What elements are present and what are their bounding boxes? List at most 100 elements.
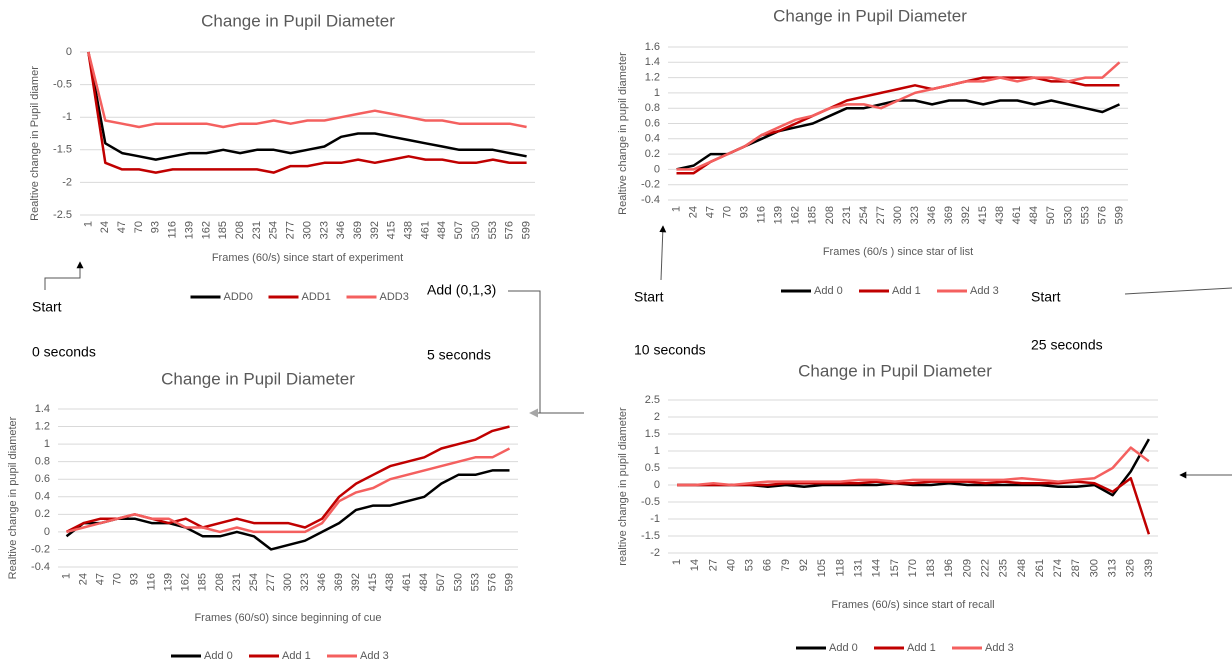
legend-label: Add 0 bbox=[814, 285, 843, 297]
x-tick-label: 261 bbox=[1034, 559, 1046, 577]
legend-label: Add 1 bbox=[907, 642, 936, 654]
x-tick-label: 323 bbox=[909, 206, 921, 224]
x-tick-label: 576 bbox=[1096, 206, 1108, 224]
x-tick-label: 139 bbox=[773, 206, 785, 224]
x-tick-label: 162 bbox=[200, 221, 212, 239]
y-axis-label: Realtive change in Pupil diamer bbox=[29, 66, 41, 221]
x-tick-label: 553 bbox=[1079, 206, 1091, 224]
x-tick-label: 392 bbox=[960, 206, 972, 224]
x-tick-label: 461 bbox=[1011, 206, 1023, 224]
y-tick-label: -2.5 bbox=[53, 209, 72, 221]
series-line bbox=[87, 51, 527, 174]
x-tick-label: 346 bbox=[335, 221, 347, 239]
x-tick-label: 461 bbox=[401, 573, 413, 591]
x-axis-label: Frames (60/s) since start of recall bbox=[831, 599, 994, 611]
x-tick-label: 576 bbox=[504, 221, 516, 239]
x-tick-label: 93 bbox=[129, 573, 141, 585]
series-line bbox=[87, 51, 527, 161]
x-tick-label: 47 bbox=[94, 573, 106, 585]
x-tick-label: 599 bbox=[520, 221, 532, 239]
x-tick-label: 392 bbox=[369, 221, 381, 239]
x-tick-label: 222 bbox=[979, 559, 991, 577]
y-tick-label: -0.4 bbox=[641, 194, 660, 206]
x-tick-label: 313 bbox=[1107, 559, 1119, 577]
x-tick-label: 323 bbox=[299, 573, 311, 591]
x-tick-label: 209 bbox=[961, 559, 973, 577]
y-tick-label: -2 bbox=[650, 547, 660, 559]
x-tick-label: 461 bbox=[419, 221, 431, 239]
y-tick-label: -0.2 bbox=[641, 179, 660, 191]
series-line bbox=[677, 446, 1150, 487]
chart-title: Change in Pupil Diameter bbox=[161, 369, 355, 388]
x-tick-label: 139 bbox=[163, 573, 175, 591]
legend-label: Add 3 bbox=[985, 642, 1014, 654]
y-tick-label: 0.5 bbox=[645, 462, 660, 474]
legend-label: Add 3 bbox=[970, 285, 999, 297]
y-tick-label: 0.4 bbox=[645, 133, 660, 145]
series-line bbox=[66, 447, 511, 534]
x-tick-label: 576 bbox=[486, 573, 498, 591]
connector bbox=[1124, 287, 1232, 295]
annotation: 0 seconds bbox=[32, 344, 96, 360]
x-tick-label: 507 bbox=[435, 573, 447, 591]
x-tick-label: 70 bbox=[112, 573, 124, 585]
x-tick-label: 53 bbox=[744, 559, 756, 571]
x-tick-label: 170 bbox=[907, 559, 919, 577]
x-tick-label: 415 bbox=[977, 206, 989, 224]
x-axis-label: Frames (60/s0) since beginning of cue bbox=[194, 612, 381, 624]
y-tick-label: 0 bbox=[654, 163, 660, 175]
arrow bbox=[44, 261, 84, 290]
x-tick-label: 346 bbox=[316, 573, 328, 591]
y-tick-label: 0.8 bbox=[645, 102, 660, 114]
annotation: Start bbox=[32, 299, 62, 315]
y-tick-label: -1 bbox=[62, 111, 72, 123]
annotation: 5 seconds bbox=[427, 347, 491, 363]
x-tick-label: 131 bbox=[852, 559, 864, 577]
x-tick-label: 231 bbox=[841, 206, 853, 224]
x-tick-label: 47 bbox=[116, 221, 128, 233]
x-tick-label: 47 bbox=[704, 206, 716, 218]
x-tick-label: 300 bbox=[892, 206, 904, 224]
y-axis-label: realtive change in pupil diameter bbox=[617, 407, 629, 566]
y-tick-label: 2.5 bbox=[645, 394, 660, 406]
series-line bbox=[65, 469, 510, 551]
x-tick-label: 235 bbox=[998, 559, 1010, 577]
x-tick-label: 300 bbox=[301, 221, 313, 239]
x-tick-label: 415 bbox=[367, 573, 379, 591]
x-axis-label: Frames (60/s ) since star of list bbox=[823, 246, 973, 258]
y-tick-label: -0.5 bbox=[641, 496, 660, 508]
x-tick-label: 277 bbox=[875, 206, 887, 224]
x-tick-label: 248 bbox=[1016, 559, 1028, 577]
series-line bbox=[676, 61, 1121, 171]
annotation: 10 seconds bbox=[634, 342, 706, 358]
x-tick-label: 277 bbox=[285, 221, 297, 239]
x-tick-label: 118 bbox=[834, 559, 846, 577]
x-tick-label: 369 bbox=[333, 573, 345, 591]
x-tick-label: 277 bbox=[265, 573, 277, 591]
legend-label: Add 0 bbox=[204, 650, 233, 661]
x-tick-label: 92 bbox=[798, 559, 810, 571]
x-tick-label: 254 bbox=[268, 221, 280, 239]
x-tick-label: 231 bbox=[251, 221, 263, 239]
x-axis-label: Frames (60/s) since start of experiment bbox=[212, 252, 403, 264]
x-tick-label: 300 bbox=[282, 573, 294, 591]
x-tick-label: 507 bbox=[1045, 206, 1057, 224]
legend-label: Add 3 bbox=[360, 650, 389, 661]
y-tick-label: -0.5 bbox=[53, 79, 72, 91]
y-tick-label: 1 bbox=[654, 87, 660, 99]
x-tick-label: 300 bbox=[1088, 559, 1100, 577]
y-tick-label: 1 bbox=[654, 445, 660, 457]
annotation: Add (0,1,3) bbox=[427, 282, 496, 298]
y-tick-label: 1.6 bbox=[645, 41, 660, 53]
y-tick-label: 1.2 bbox=[645, 72, 660, 84]
y-axis-label: Realtive change in pupil diameter bbox=[617, 52, 629, 215]
y-tick-label: -1 bbox=[650, 513, 660, 525]
x-tick-label: 139 bbox=[183, 221, 195, 239]
x-tick-label: 70 bbox=[722, 206, 734, 218]
x-tick-label: 93 bbox=[739, 206, 751, 218]
x-tick-label: 208 bbox=[824, 206, 836, 224]
x-tick-label: 27 bbox=[707, 559, 719, 571]
y-tick-label: 0.2 bbox=[645, 148, 660, 160]
